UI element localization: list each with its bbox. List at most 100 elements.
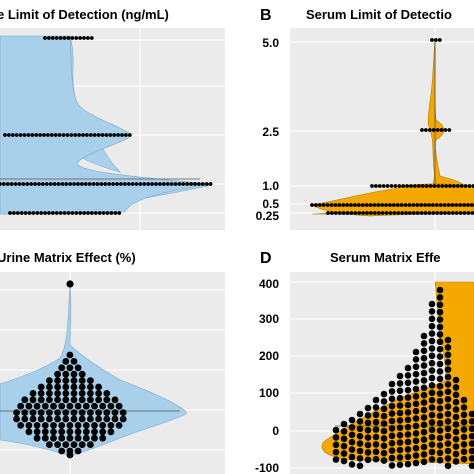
data-point bbox=[62, 390, 70, 397]
data-point bbox=[385, 184, 390, 188]
data-point bbox=[372, 448, 380, 456]
data-point bbox=[19, 211, 24, 215]
data-point bbox=[120, 133, 124, 137]
data-point bbox=[337, 211, 342, 215]
data-point bbox=[104, 133, 109, 137]
data-point bbox=[58, 428, 66, 436]
data-point bbox=[388, 388, 396, 395]
data-point bbox=[428, 426, 436, 434]
data-point bbox=[5, 182, 10, 186]
data-point bbox=[372, 441, 380, 448]
data-point bbox=[33, 182, 37, 186]
data-point bbox=[80, 182, 84, 186]
data-point bbox=[126, 182, 131, 186]
data-point bbox=[54, 396, 61, 404]
data-point bbox=[70, 396, 78, 404]
data-point bbox=[78, 370, 86, 378]
data-point bbox=[404, 438, 412, 446]
data-point bbox=[25, 422, 33, 429]
data-point bbox=[78, 211, 83, 215]
data-point bbox=[325, 203, 330, 207]
data-point bbox=[115, 422, 123, 429]
data-point bbox=[428, 433, 436, 441]
data-point bbox=[13, 409, 20, 416]
data-point bbox=[58, 211, 63, 215]
data-point bbox=[458, 211, 463, 215]
data-point bbox=[356, 410, 364, 418]
data-point bbox=[380, 457, 388, 464]
data-point bbox=[348, 424, 356, 431]
data-point bbox=[189, 182, 194, 186]
data-point bbox=[436, 301, 444, 309]
data-point bbox=[115, 402, 123, 410]
data-point bbox=[404, 453, 412, 461]
data-point bbox=[413, 184, 417, 188]
data-point bbox=[70, 409, 78, 416]
data-point bbox=[436, 360, 444, 368]
data-point bbox=[66, 402, 74, 410]
data-point bbox=[82, 211, 86, 215]
data-point bbox=[436, 397, 444, 405]
data-point bbox=[138, 182, 143, 186]
data-point bbox=[70, 36, 75, 40]
data-point bbox=[337, 203, 342, 207]
data-point bbox=[388, 439, 396, 447]
data-point bbox=[107, 182, 112, 186]
panel-d-tick: 300 bbox=[259, 312, 279, 326]
data-point bbox=[8, 211, 12, 215]
data-point bbox=[332, 456, 340, 463]
data-point bbox=[412, 407, 420, 415]
data-point bbox=[61, 133, 66, 137]
data-point bbox=[372, 433, 380, 441]
data-point bbox=[424, 128, 428, 132]
data-point bbox=[88, 133, 93, 137]
data-point bbox=[348, 416, 356, 424]
data-point bbox=[33, 422, 41, 429]
data-point bbox=[428, 382, 436, 389]
data-point bbox=[108, 133, 113, 137]
data-point bbox=[388, 425, 396, 432]
data-point bbox=[103, 409, 111, 416]
data-point bbox=[364, 412, 372, 419]
data-point bbox=[396, 431, 404, 439]
data-point bbox=[70, 358, 78, 365]
data-point bbox=[66, 422, 74, 429]
data-point bbox=[2, 182, 6, 186]
data-point bbox=[427, 203, 431, 207]
data-point bbox=[404, 401, 412, 409]
data-point bbox=[58, 422, 66, 429]
data-point bbox=[18, 133, 23, 137]
data-point bbox=[420, 443, 428, 451]
data-point bbox=[452, 421, 460, 428]
data-point bbox=[62, 396, 70, 404]
data-point bbox=[70, 370, 78, 378]
data-point bbox=[87, 383, 94, 391]
data-point bbox=[468, 418, 474, 425]
data-point bbox=[81, 133, 85, 137]
data-point bbox=[458, 203, 463, 207]
data-point bbox=[470, 203, 474, 207]
data-point bbox=[348, 431, 356, 439]
data-point bbox=[436, 345, 444, 353]
data-point bbox=[454, 211, 459, 215]
data-point bbox=[74, 364, 82, 372]
data-point bbox=[436, 308, 444, 316]
data-point bbox=[452, 443, 460, 450]
data-point bbox=[444, 381, 452, 388]
data-point bbox=[428, 315, 436, 323]
data-point bbox=[169, 182, 174, 186]
data-point bbox=[115, 182, 119, 186]
data-point bbox=[93, 211, 98, 215]
data-point bbox=[460, 404, 468, 411]
data-point bbox=[130, 182, 135, 186]
data-point bbox=[142, 182, 147, 186]
data-point bbox=[66, 211, 71, 215]
data-point bbox=[388, 432, 396, 440]
data-point bbox=[348, 461, 356, 468]
data-point bbox=[76, 182, 80, 186]
data-point bbox=[356, 425, 364, 433]
data-point bbox=[25, 182, 30, 186]
data-point bbox=[68, 182, 73, 186]
data-point bbox=[428, 389, 436, 397]
